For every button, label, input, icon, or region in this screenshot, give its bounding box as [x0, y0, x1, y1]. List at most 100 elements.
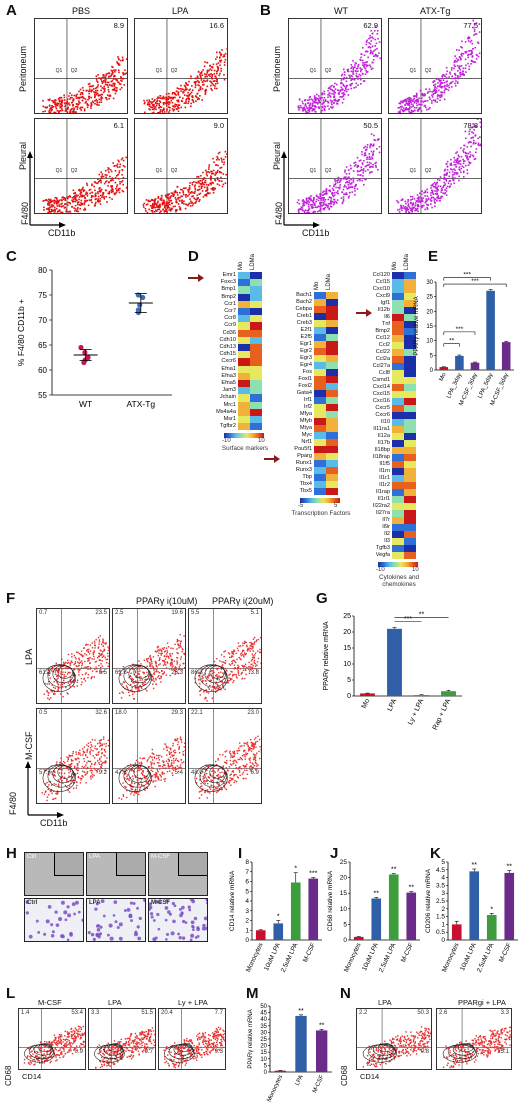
heatmap-col-label: Mo [392, 261, 398, 270]
bar [406, 892, 417, 940]
heatmap-cell [250, 380, 262, 388]
panel-a-plot-lpa-pleural: Q1 Q2 9.0 [134, 118, 228, 214]
y-tick-label: 5 [264, 1063, 268, 1069]
heatmap-cell [392, 482, 404, 489]
panel-label-a: A [6, 2, 17, 19]
bar [441, 691, 456, 696]
panel-j-chart: 0 5 10 15 20 25 CD68 relative mRNA Monocytes ** 1… [327, 859, 420, 974]
y-tick-label: 25 [340, 859, 348, 866]
micrograph-lpa-stain: LPA [86, 898, 146, 942]
gene-label: Jam3 [222, 387, 236, 394]
micro-label: M-CSF [151, 854, 170, 860]
panel-l-xlabel: CD14 [22, 1072, 42, 1081]
bar [451, 924, 462, 940]
heatmap-cell [314, 411, 326, 418]
y-axis-label: CD206 relative mRNA [425, 868, 432, 933]
heatmap-cell [326, 397, 338, 404]
bar [486, 915, 497, 940]
heatmap-cell [326, 467, 338, 474]
y-tick-label: 35 [260, 1024, 267, 1030]
scale-label: -5 [298, 503, 304, 509]
y-tick-label: 2 [245, 918, 249, 925]
data-point [85, 354, 91, 361]
percent-value: 16.6 [209, 21, 224, 30]
gene-label: Egr3 [300, 355, 312, 361]
percent-value: 6.1 [113, 121, 124, 130]
x-tick-label: Monocytes [245, 941, 265, 973]
x-tick-label: M-CSF [498, 942, 513, 964]
gene-label: Bmp1 [221, 286, 236, 293]
heatmap-cell [250, 423, 262, 431]
heatmap-cell [314, 369, 326, 376]
quadrant-value: 0.7 [144, 1049, 153, 1056]
y-tick-label: 70 [38, 316, 47, 325]
highlight-arrow-icon [356, 305, 372, 323]
gene-label: Ccl2a [375, 356, 390, 362]
heatmap-cell [250, 286, 262, 294]
heatmap-cell [326, 474, 338, 481]
panel-a-col-lpa: LPA [172, 6, 189, 16]
heatmap-cell [314, 481, 326, 488]
gene-label: Bmp2 [375, 328, 390, 334]
heatmap-cell [250, 408, 262, 416]
significance-mark: ** [449, 338, 455, 345]
gene-label: Bach2 [296, 299, 312, 305]
quadrant-value: 25.1 [497, 1049, 509, 1056]
y-tick-label: 5 [347, 677, 351, 684]
heatmap-cell [404, 293, 416, 300]
heatmap-cell [326, 481, 338, 488]
svg-text:Q2: Q2 [71, 68, 78, 74]
flow-plot: 2.2 50.3 0.8 [356, 1008, 432, 1070]
significance-mark: *** [456, 326, 464, 333]
heatmap-cell [392, 286, 404, 293]
heatmap-cell [238, 336, 250, 344]
gene-label: Irf2 [303, 404, 312, 410]
panel-k-chart: 00.511.522.533.544.55 CD206 relative mRNA… [425, 859, 518, 974]
heatmap-cell [404, 419, 416, 426]
panel-label-b: B [260, 2, 271, 19]
panel-b-plot-atx-pleural: Q1 Q2 78.8 [388, 118, 482, 214]
significance-mark: ** [391, 867, 397, 874]
heatmap-cell [250, 365, 262, 373]
gene-label: Il1rn [379, 468, 390, 474]
heatmap-cell [250, 315, 262, 323]
y-tick-label: 5 [343, 921, 347, 928]
color-scale-bar [378, 562, 418, 567]
panel-label-d: D [188, 248, 199, 265]
gene-label: Creb3 [296, 320, 312, 326]
y-tick-label: 65 [38, 341, 47, 350]
heatmap-cell [392, 447, 404, 454]
heatmap-cell [404, 496, 416, 503]
panel-b-xlabel: CD11b [302, 228, 330, 238]
y-tick-label: 0 [245, 937, 249, 944]
panel-a-row-peritoneum: Peritoneum [18, 45, 28, 92]
heatmap-cell [404, 286, 416, 293]
gene-label: Jchain [219, 394, 236, 401]
heatmap-cell [326, 362, 338, 369]
quadrant-value: 23.0 [247, 710, 259, 716]
y-axis-label: PPARγ relative mRNA [414, 296, 420, 355]
gene-label: Egr2 [300, 348, 312, 354]
gene-label: Cxcl14 [372, 384, 390, 390]
quadrant-value: 22.1 [191, 710, 203, 716]
x-tick-label: M-CSF [302, 942, 317, 964]
panel-b-col-wt: WT [334, 6, 348, 16]
y-tick-label: 6 [245, 879, 249, 886]
gene-label: Ccr1 [224, 300, 236, 307]
panel-a-plot-lpa-peritoneum: Q1 Q2 16.6 [134, 18, 228, 114]
y-axis-label: PPARγ relative mRNA [248, 1009, 254, 1068]
panel-f-col-3: PPARγ i(20uM) [212, 596, 274, 606]
heatmap-cell [404, 524, 416, 531]
y-tick-label: 25 [260, 1037, 267, 1043]
y-tick-label: 5 [430, 353, 434, 359]
gene-label: Foxc3 [220, 279, 236, 286]
heatmap-cell [238, 394, 250, 402]
panel-f-row-lpa: LPA [24, 648, 34, 665]
panel-f-plots: 0.7 23.5 61.3 6.5 2.5 19.6 61.6 26.3 5.5 5.1 86.3 3… [36, 608, 296, 808]
heatmap-cell [392, 370, 404, 377]
y-tick-label: 5 [441, 859, 445, 866]
gene-label: Cxcl10 [372, 286, 390, 292]
heatmap-cell [404, 279, 416, 286]
significance-mark: * [490, 906, 493, 913]
panel-label-l: L [6, 985, 16, 1002]
